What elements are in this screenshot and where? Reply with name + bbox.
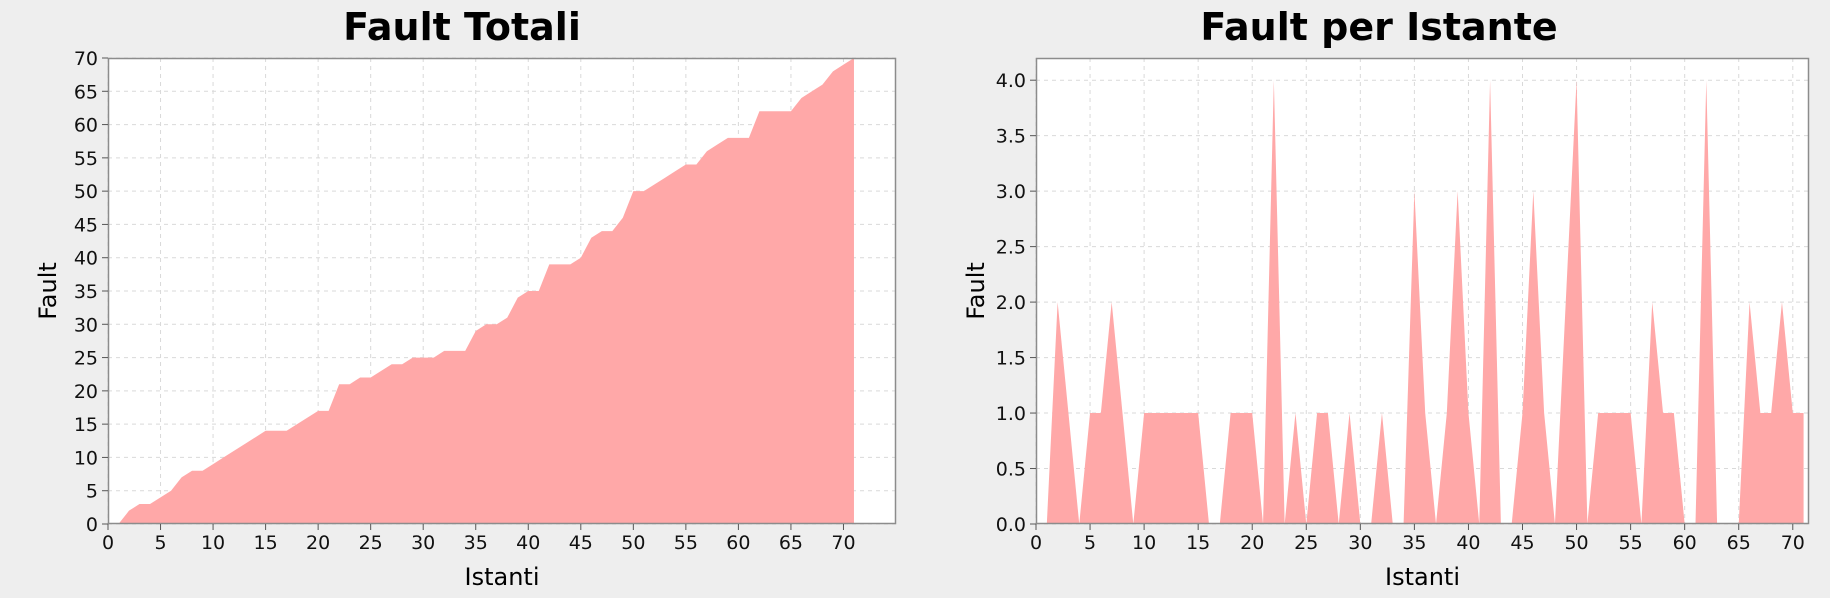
x-tick-label: 20 <box>1240 532 1264 554</box>
x-tick-label: 15 <box>254 532 278 554</box>
x-tick-label: 35 <box>1402 532 1426 554</box>
y-tick-label: 0 <box>86 514 98 536</box>
x-tick-label: 70 <box>1781 532 1805 554</box>
y-tick-label: 60 <box>74 115 98 137</box>
y-tick-label: 2.0 <box>996 292 1026 314</box>
x-tick-label: 15 <box>1186 532 1210 554</box>
x-axis-label: Istanti <box>1385 563 1460 591</box>
y-tick-label: 1.0 <box>996 403 1026 425</box>
x-tick-label: 60 <box>726 532 750 554</box>
x-axis-label: Istanti <box>465 563 540 591</box>
y-tick-label: 10 <box>74 447 98 469</box>
x-tick-label: 50 <box>1564 532 1588 554</box>
y-axis-label: Fault <box>962 262 990 320</box>
x-tick-label: 70 <box>831 532 855 554</box>
y-tick-label: 50 <box>74 181 98 203</box>
plot-frame <box>107 57 897 525</box>
y-tick-label: 20 <box>74 381 98 403</box>
x-tick-label: 45 <box>569 532 593 554</box>
x-tick-label: 0 <box>1030 532 1042 554</box>
x-tick-label: 45 <box>1510 532 1534 554</box>
y-tick-label: 4.0 <box>996 70 1026 92</box>
x-tick-label: 25 <box>1294 532 1318 554</box>
fault-per-istante-chart: Fault per Istante 0 5 10 15 20 25 30 35 40 45 50 55 6… <box>962 5 1810 591</box>
y-axis-label: Fault <box>34 262 62 320</box>
plot-frame <box>1035 57 1810 525</box>
y-tick-label: 3.5 <box>996 126 1026 148</box>
y-tick-label: 40 <box>74 248 98 270</box>
x-tick-label: 50 <box>621 532 645 554</box>
x-tick-label: 0 <box>102 532 114 554</box>
y-tick-label: 35 <box>74 281 98 303</box>
x-tick-label: 55 <box>1619 532 1643 554</box>
y-tick-label: 30 <box>74 314 98 336</box>
chart-title: Fault Totali <box>343 5 581 49</box>
x-tick-label: 30 <box>411 532 435 554</box>
y-tick-label: 15 <box>74 414 98 436</box>
x-tick-label: 10 <box>201 532 225 554</box>
x-tick-label: 55 <box>674 532 698 554</box>
x-tick-label: 10 <box>1132 532 1156 554</box>
y-tick-label: 25 <box>74 348 98 370</box>
y-tick-label: 3.0 <box>996 181 1026 203</box>
y-tick-label: 45 <box>74 214 98 236</box>
x-tick-label: 25 <box>359 532 383 554</box>
y-tick-label: 55 <box>74 148 98 170</box>
y-tick-label: 0.5 <box>996 459 1026 481</box>
x-tick-label: 5 <box>1084 532 1096 554</box>
area-series <box>1046 80 1804 524</box>
x-tick-label: 65 <box>779 532 803 554</box>
chart-title: Fault per Istante <box>1200 5 1557 49</box>
x-tick-label: 60 <box>1673 532 1697 554</box>
x-tick-label: 35 <box>464 532 488 554</box>
y-tick-label: 0.0 <box>996 514 1026 536</box>
x-tick-label: 40 <box>1456 532 1480 554</box>
y-tick-label: 70 <box>74 48 98 70</box>
x-tick-label: 65 <box>1727 532 1751 554</box>
area-series <box>118 58 854 524</box>
x-tick-label: 40 <box>516 532 540 554</box>
y-tick-label: 65 <box>74 81 98 103</box>
y-tick-label: 2.5 <box>996 237 1026 259</box>
x-tick-label: 30 <box>1348 532 1372 554</box>
y-tick-label: 5 <box>86 481 98 503</box>
x-tick-label: 5 <box>154 532 166 554</box>
y-tick-label: 1.5 <box>996 348 1026 370</box>
x-tick-label: 20 <box>306 532 330 554</box>
